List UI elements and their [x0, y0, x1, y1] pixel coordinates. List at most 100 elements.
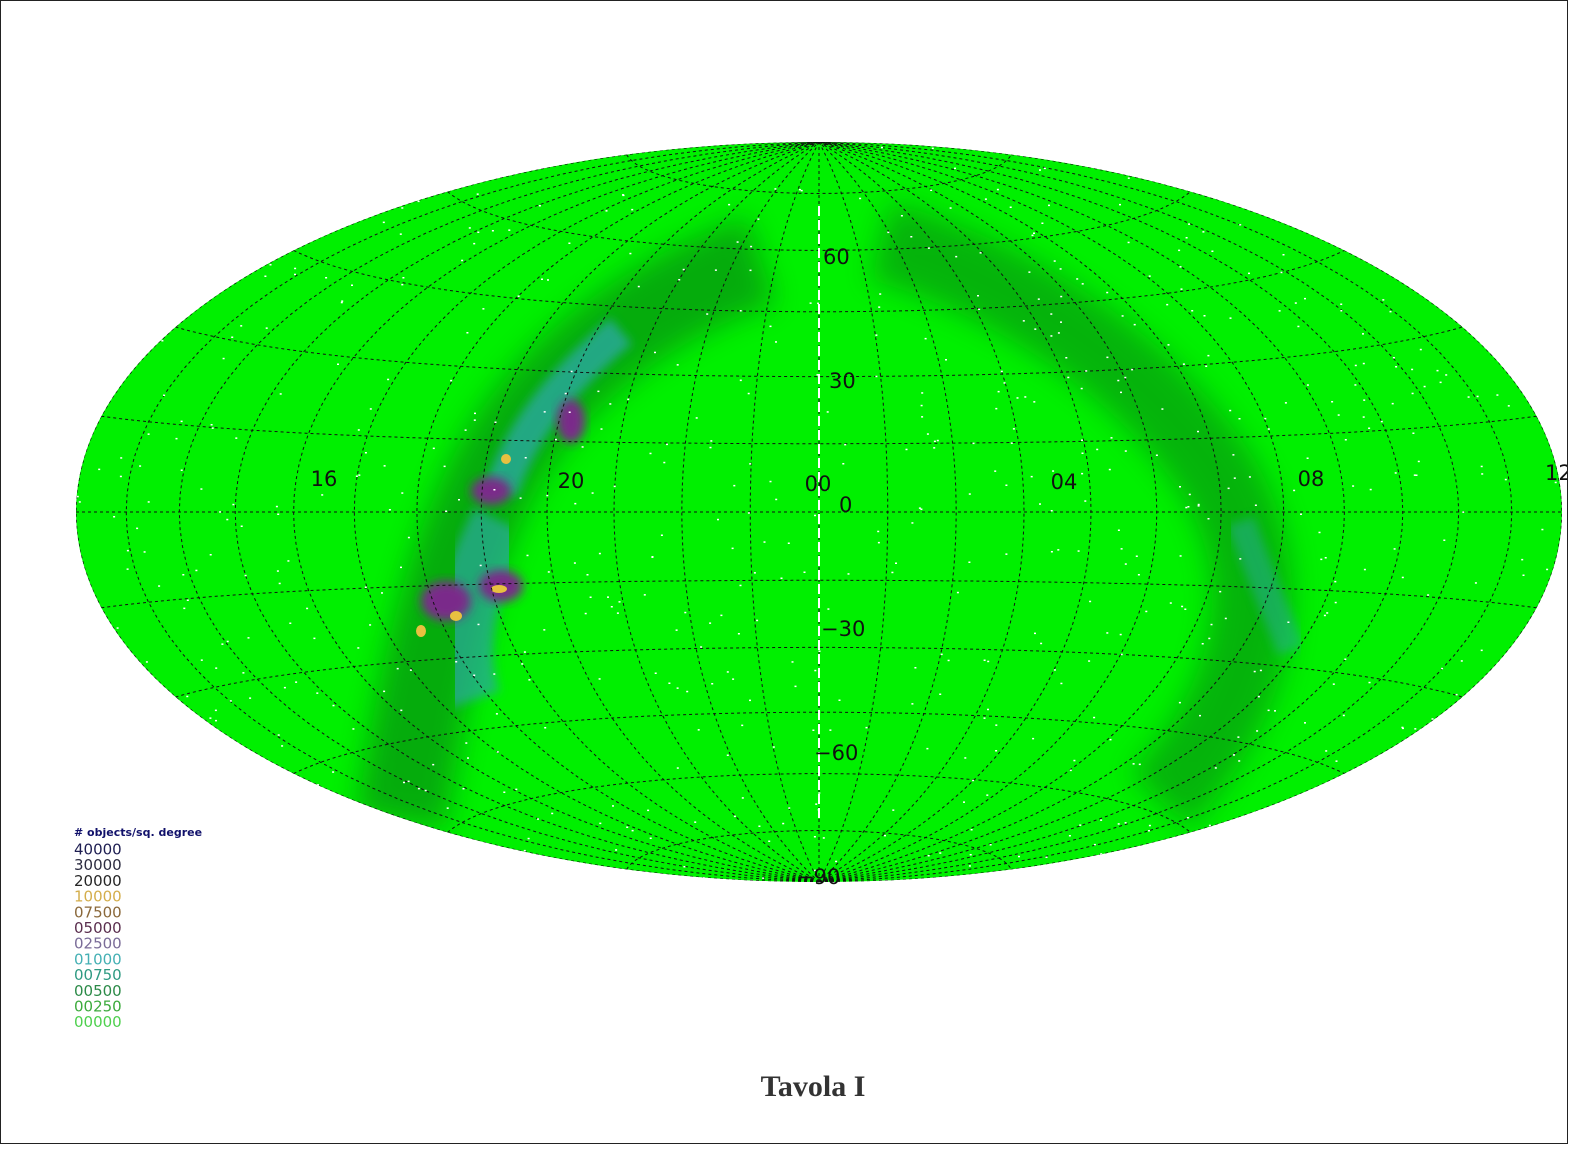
speckle [357, 647, 359, 649]
speckle [1481, 473, 1483, 475]
speckle [1424, 386, 1426, 388]
speckle [941, 654, 943, 656]
sky-map: 16 20 00 04 08 12 60 30 0 −30 −60 −90 # … [1, 1, 1567, 1143]
speckle [1343, 715, 1345, 717]
speckle [601, 428, 603, 430]
speckle [911, 522, 913, 524]
speckle [548, 571, 550, 573]
speckle [401, 492, 403, 494]
speckle [750, 246, 752, 248]
speckle [1180, 266, 1182, 268]
speckle [146, 661, 148, 663]
speckle [1054, 669, 1056, 671]
speckle [775, 499, 777, 501]
speckle [892, 809, 894, 811]
speckle [921, 392, 923, 394]
speckle [1028, 271, 1030, 273]
speckle [1079, 824, 1081, 826]
speckle [740, 585, 742, 587]
speckle [1354, 384, 1356, 386]
speckle [683, 866, 685, 868]
speckle [1233, 754, 1235, 756]
speckle [1475, 582, 1477, 584]
speckle [1156, 455, 1158, 457]
speckle [1260, 670, 1262, 672]
speckle [1076, 278, 1078, 280]
speckle [599, 823, 601, 825]
speckle [161, 340, 163, 342]
speckle [879, 293, 881, 295]
speckle [684, 612, 686, 614]
speckle [1209, 825, 1211, 827]
speckle [79, 501, 81, 503]
speckle [801, 190, 803, 192]
speckle [337, 364, 339, 366]
speckle [120, 457, 122, 459]
dec-label: −90 [796, 865, 840, 889]
speckle [1239, 558, 1241, 560]
speckle [842, 463, 844, 465]
speckle [764, 541, 766, 543]
speckle [127, 550, 129, 552]
speckle [1355, 365, 1357, 367]
speckle [1013, 428, 1015, 430]
speckle [1024, 396, 1026, 398]
speckle [1017, 397, 1019, 399]
speckle [1230, 317, 1232, 319]
speckle [1082, 283, 1084, 285]
speckle [249, 697, 251, 699]
speckle [1255, 505, 1257, 507]
speckle [819, 651, 821, 653]
speckle [1125, 563, 1127, 565]
speckle [1088, 660, 1090, 662]
speckle [1125, 450, 1127, 452]
speckle [750, 270, 752, 272]
speckle [277, 570, 279, 572]
speckle [478, 624, 480, 626]
speckle [1199, 715, 1201, 717]
speckle [389, 509, 391, 511]
speckle [710, 447, 712, 449]
speckle [1054, 260, 1056, 262]
speckle [574, 503, 576, 505]
speckle [728, 204, 730, 206]
speckle [1118, 530, 1120, 532]
speckle [823, 837, 825, 839]
speckle [677, 687, 679, 689]
speckle [403, 782, 405, 784]
speckle [1363, 416, 1365, 418]
speckle [571, 371, 573, 373]
speckle [1060, 321, 1062, 323]
speckle [617, 612, 619, 614]
speckle [1414, 474, 1416, 476]
dec-label: −30 [821, 617, 865, 641]
ra-label: 20 [558, 469, 585, 493]
speckle [1004, 382, 1006, 384]
speckle [1232, 454, 1234, 456]
speckle [969, 493, 971, 495]
speckle [1121, 548, 1123, 550]
speckle [957, 592, 959, 594]
speckle [474, 413, 476, 415]
speckle [1437, 370, 1439, 372]
speckle [1018, 856, 1020, 858]
speckle [546, 495, 548, 497]
speckle [520, 497, 522, 499]
speckle [401, 207, 403, 209]
speckle [176, 438, 178, 440]
speckle [139, 465, 141, 467]
speckle [527, 555, 529, 557]
speckle [1432, 718, 1434, 720]
speckle [1178, 250, 1180, 252]
speckle [493, 673, 495, 675]
speckle [496, 713, 498, 715]
speckle [1248, 273, 1250, 275]
speckle [209, 717, 211, 719]
speckle [1382, 299, 1384, 301]
speckle [1402, 577, 1404, 579]
speckle [1120, 634, 1122, 636]
speckle [930, 190, 932, 192]
speckle [1198, 504, 1200, 506]
speckle [654, 352, 656, 354]
speckle [1149, 825, 1151, 827]
